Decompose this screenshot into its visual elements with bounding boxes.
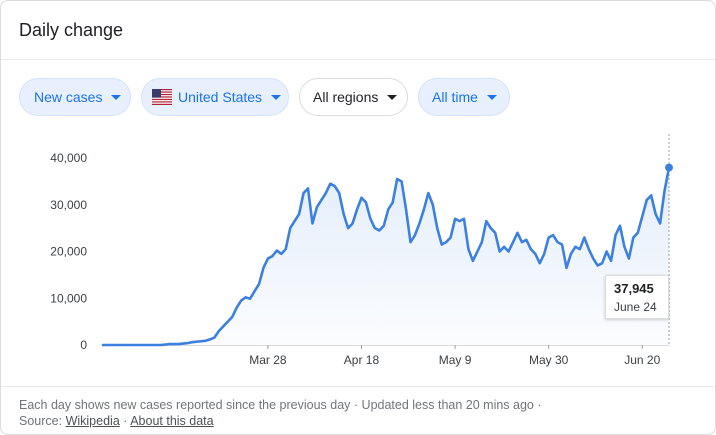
chevron-down-icon [271, 94, 282, 100]
footer-source: Source: Wikipedia · About this data [19, 414, 214, 428]
chevron-down-icon [486, 94, 497, 100]
daily-cases-chart[interactable]: 0 10,000 20,000 30,000 40,000 Mar 28 Apr 18 May… [1, 126, 715, 381]
chart-area[interactable]: 0 10,000 20,000 30,000 40,000 Mar 28 Apr 18 May… [1, 126, 715, 381]
wikipedia-link[interactable]: Wikipedia [65, 414, 120, 428]
chevron-down-icon [387, 94, 398, 100]
footer-separator: · [123, 414, 128, 428]
source-label: Source: [19, 414, 63, 428]
x-tick-label: Jun 20 [624, 353, 660, 367]
series-area [103, 167, 669, 345]
region-filter-chip[interactable]: All regions [299, 78, 408, 116]
y-tick-label: 10,000 [50, 291, 87, 305]
period-filter-chip[interactable]: All time [418, 78, 510, 116]
about-data-link[interactable]: About this data [130, 414, 214, 428]
tooltip-value: 37,945 [614, 281, 654, 296]
footer-note: Each day shows new cases reported since … [19, 398, 542, 412]
highlight-point [665, 163, 673, 172]
country-filter-label: United States [178, 89, 263, 105]
chart-tooltip: 37,945 June 24 [605, 275, 669, 319]
country-filter-chip[interactable]: United States [141, 78, 289, 116]
card-header: Daily change [1, 1, 715, 60]
period-filter-label: All time [432, 89, 478, 105]
card-title: Daily change [19, 20, 124, 40]
y-tick-label: 30,000 [50, 198, 87, 212]
y-tick-label: 0 [80, 338, 87, 352]
x-tick-label: Mar 28 [249, 353, 287, 367]
metric-filter-label: New cases [34, 89, 103, 105]
x-tick-label: Apr 18 [344, 353, 380, 367]
x-tick-label: May 30 [529, 353, 569, 367]
tooltip-date: June 24 [614, 300, 657, 314]
chevron-down-icon [111, 94, 122, 100]
y-tick-label: 40,000 [50, 151, 87, 165]
x-tick-label: May 9 [439, 353, 472, 367]
series-line [101, 166, 671, 347]
region-filter-label: All regions [313, 89, 379, 105]
card-footer: Each day shows new cases reported since … [1, 386, 715, 434]
us-flag-icon [152, 89, 172, 105]
metric-filter-chip[interactable]: New cases [19, 78, 131, 116]
y-tick-label: 20,000 [50, 245, 87, 259]
